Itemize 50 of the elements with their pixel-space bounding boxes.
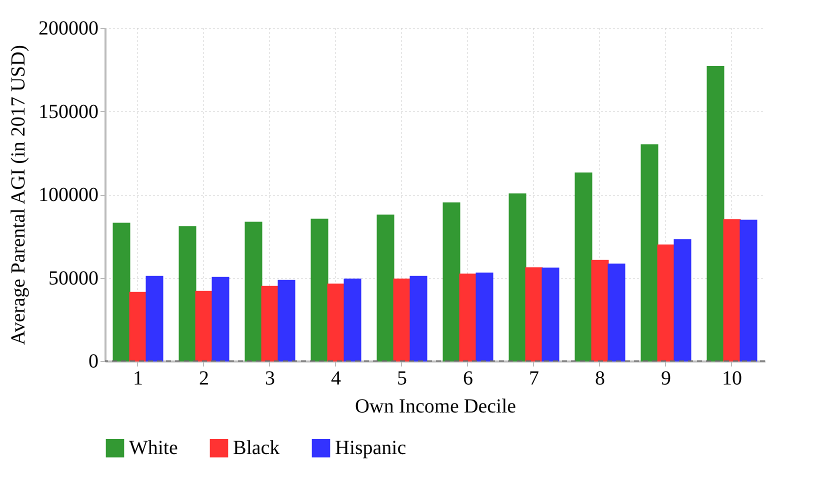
bar: [244, 222, 262, 362]
bar: [525, 267, 543, 362]
x-tick-label: 7: [529, 368, 539, 390]
y-tick-label: 100000: [38, 184, 98, 206]
x-tick-label: 5: [397, 368, 407, 390]
bar: [410, 276, 428, 362]
bar: [278, 280, 296, 362]
y-axis-title: Average Parental AGI (in 2017 USD): [8, 44, 30, 346]
bar: [706, 66, 724, 362]
bar: [212, 276, 230, 362]
bar: [112, 222, 130, 362]
legend-label: Hispanic: [335, 437, 406, 460]
bar: [657, 244, 675, 362]
bar: [393, 278, 411, 362]
x-tick-label: 6: [463, 368, 473, 390]
bar: [640, 144, 658, 362]
bar: [591, 260, 609, 362]
bar: [146, 276, 164, 362]
bar: [344, 278, 362, 362]
legend-label: White: [129, 437, 178, 460]
x-tick-label: 1: [133, 368, 143, 390]
y-tick-label: 0: [88, 350, 98, 372]
y-tick-label: 200000: [38, 18, 98, 40]
x-tick-label: 2: [199, 368, 209, 390]
bar: [195, 290, 213, 362]
x-axis-title: Own Income Decile: [354, 396, 516, 418]
bar: [608, 264, 626, 362]
bar: [574, 172, 592, 362]
bar: [310, 218, 328, 362]
y-tick-label: 50000: [48, 267, 98, 290]
bar: [129, 292, 147, 362]
bar: [327, 284, 345, 362]
bar: [442, 202, 460, 362]
x-tick-label: 8: [595, 368, 605, 390]
bar: [178, 226, 196, 362]
bar: [723, 219, 741, 362]
x-tick-label: 9: [661, 368, 671, 390]
legend-label: Black: [233, 437, 280, 460]
bar: [261, 286, 279, 362]
y-tick-label: 150000: [38, 100, 98, 123]
x-tick-label: 10: [722, 368, 742, 390]
x-tick-label: 4: [331, 368, 341, 390]
bar: [508, 193, 526, 362]
x-tick-label: 3: [265, 368, 275, 390]
bar: [459, 274, 477, 362]
bar: [542, 268, 560, 362]
bar: [674, 239, 692, 362]
bar: [376, 214, 394, 362]
bar: [740, 220, 758, 362]
bar: [476, 272, 494, 362]
